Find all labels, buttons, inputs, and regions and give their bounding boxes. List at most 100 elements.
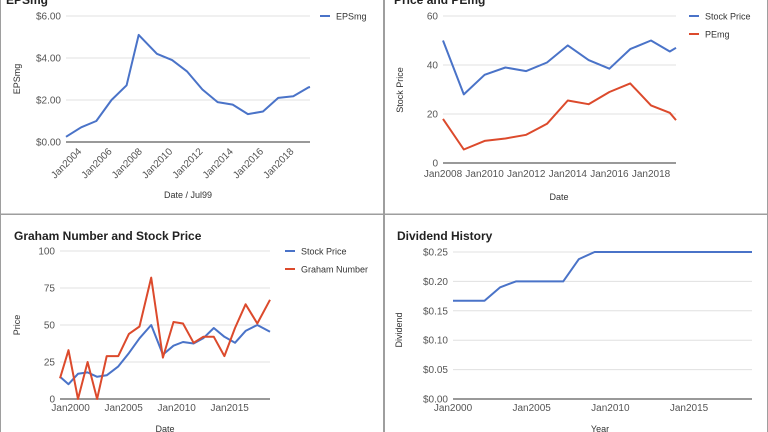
data-point-dividend-0 — [482, 299, 486, 303]
data-point-graham-0 — [127, 351, 131, 355]
chart-title-dividend: Dividend History — [397, 229, 493, 243]
x-tick-label-dividend: Jan2010 — [591, 403, 630, 414]
data-point-eps-0 — [261, 110, 265, 114]
data-point-graham-0 — [268, 330, 272, 334]
y-tick-label-graham: 0 — [49, 395, 55, 406]
panel-border-dividend — [384, 214, 768, 432]
data-point-graham-1 — [138, 324, 142, 328]
data-point-dividend-0 — [561, 279, 565, 283]
data-point-price-1 — [587, 102, 591, 106]
data-point-price-1 — [503, 137, 507, 141]
data-point-price-0 — [441, 39, 445, 43]
data-point-price-0 — [524, 69, 528, 73]
x-tick-label-graham: Jan2010 — [157, 403, 196, 414]
data-point-price-0 — [503, 65, 507, 69]
y-tick-label-dividend: $0.20 — [423, 277, 448, 288]
x-tick-label-price: Jan2008 — [424, 169, 463, 180]
y-tick-label-graham: 50 — [44, 321, 56, 332]
series-line-dividend-0 — [453, 251, 752, 302]
data-point-price-1 — [668, 111, 672, 115]
data-point-dividend-0 — [514, 279, 518, 283]
x-tick-label-dividend: Jan2000 — [434, 403, 473, 414]
data-point-price-1 — [649, 103, 653, 107]
data-point-price-1 — [524, 133, 528, 137]
data-point-eps-0 — [185, 70, 189, 74]
y-tick-label-price: 0 — [432, 159, 438, 170]
data-point-eps-0 — [125, 83, 129, 87]
series-line-price-1 — [442, 82, 677, 151]
data-point-graham-0 — [244, 329, 248, 333]
data-point-graham-0 — [138, 336, 142, 340]
data-point-graham-0 — [233, 341, 237, 345]
data-point-graham-0 — [171, 344, 175, 348]
data-point-price-0 — [483, 73, 487, 77]
data-point-dividend-0 — [608, 250, 612, 254]
y-axis-label-price: Stock Price — [395, 67, 405, 113]
y-tick-label-dividend: $0.25 — [423, 248, 448, 259]
data-point-eps-0 — [170, 58, 174, 62]
x-tick-label-dividend: Jan2005 — [512, 403, 551, 414]
legend-label-price: PEmg — [705, 30, 730, 40]
y-axis-label-dividend: Dividend — [394, 312, 404, 347]
data-point-graham-1 — [86, 360, 90, 364]
chart-dividend: $0.00 $0.05 $0.10 $0.15 $0.20 $0.25 Jan2000 Jan… — [394, 229, 754, 432]
data-point-price-0 — [674, 46, 678, 50]
data-point-price-0 — [649, 39, 653, 43]
x-axis-label-eps: Date / Jul99 — [164, 190, 212, 200]
data-point-graham-0 — [116, 364, 120, 368]
data-point-eps-0 — [308, 85, 312, 89]
data-point-graham-1 — [105, 354, 109, 358]
panel-border-price — [384, 0, 768, 215]
data-point-eps-0 — [109, 98, 113, 102]
y-axis-label-eps: EPSmg — [12, 64, 22, 95]
chart-title-price: Price and PEmg — [394, 0, 485, 7]
y-tick-label-price: 60 — [427, 12, 439, 23]
data-point-graham-1 — [201, 335, 205, 339]
data-point-eps-0 — [246, 112, 250, 116]
data-point-eps-0 — [64, 135, 68, 139]
data-point-price-0 — [566, 43, 570, 47]
y-tick-label-dividend: $0.05 — [423, 365, 448, 376]
y-tick-label-eps: $0.00 — [36, 138, 61, 149]
x-tick-label-price: Jan2010 — [465, 169, 504, 180]
chart-title-eps: EPSmg — [6, 0, 48, 7]
y-tick-label-dividend: $0.10 — [423, 336, 448, 347]
chart-graham: 0 25 50 75 100 Jan2000 Jan2005 Jan2010 Jan2015 Gr… — [12, 229, 368, 432]
data-point-price-0 — [587, 58, 591, 62]
data-point-price-1 — [441, 117, 445, 121]
data-point-graham-1 — [116, 354, 120, 358]
data-point-eps-0 — [231, 103, 235, 107]
data-point-graham-0 — [76, 372, 80, 376]
x-tick-label-price: Jan2016 — [590, 169, 629, 180]
data-point-graham-0 — [181, 340, 185, 344]
data-point-price-0 — [607, 67, 611, 71]
data-point-dividend-0 — [451, 299, 455, 303]
legend-label-graham: Graham Number — [301, 265, 368, 275]
y-tick-label-graham: 25 — [44, 358, 56, 369]
x-tick-label-dividend: Jan2015 — [670, 403, 709, 414]
legend-label-eps: EPSmg — [336, 12, 367, 22]
data-point-price-0 — [462, 92, 466, 96]
data-point-graham-1 — [58, 376, 62, 380]
y-tick-label-eps: $2.00 — [36, 96, 61, 107]
y-tick-label-eps: $4.00 — [36, 54, 61, 65]
data-point-price-0 — [668, 50, 672, 54]
data-point-price-1 — [462, 148, 466, 152]
data-point-graham-1 — [171, 320, 175, 324]
y-tick-label-dividend: $0.00 — [423, 395, 448, 406]
data-point-graham-0 — [95, 375, 99, 379]
x-tick-label-graham: Jan2000 — [51, 403, 90, 414]
y-tick-label-dividend: $0.15 — [423, 306, 448, 317]
data-point-graham-0 — [66, 382, 70, 386]
data-point-graham-1 — [192, 341, 196, 345]
data-point-price-1 — [628, 81, 632, 85]
data-point-eps-0 — [276, 96, 280, 100]
x-tick-label-graham: Jan2015 — [211, 403, 250, 414]
data-point-dividend-0 — [750, 250, 754, 254]
data-point-price-1 — [607, 90, 611, 94]
data-point-eps-0 — [155, 52, 159, 56]
data-point-dividend-0 — [593, 250, 597, 254]
data-point-eps-0 — [79, 125, 83, 129]
data-point-eps-0 — [200, 88, 204, 92]
